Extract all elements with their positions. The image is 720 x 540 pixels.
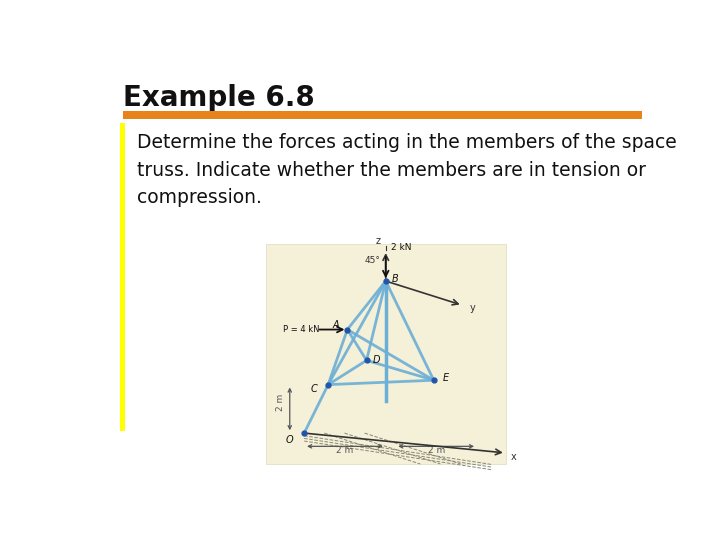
Text: 2 m: 2 m bbox=[428, 446, 445, 455]
Text: A: A bbox=[332, 320, 338, 330]
Text: Determine the forces acting in the members of the space
truss. Indicate whether : Determine the forces acting in the membe… bbox=[138, 133, 678, 207]
Text: 2 m: 2 m bbox=[276, 394, 284, 411]
Bar bbox=[124, 111, 642, 119]
Bar bbox=[266, 244, 505, 464]
Bar bbox=[120, 123, 125, 431]
Text: 2 m: 2 m bbox=[336, 446, 354, 455]
Text: E: E bbox=[443, 373, 449, 383]
Text: O: O bbox=[286, 435, 294, 445]
Text: B: B bbox=[392, 274, 399, 284]
Text: 2 kN: 2 kN bbox=[392, 243, 412, 252]
Text: P = 4 kN: P = 4 kN bbox=[283, 325, 320, 334]
Text: z: z bbox=[376, 236, 381, 246]
Text: D: D bbox=[372, 355, 380, 366]
Text: y: y bbox=[469, 302, 475, 313]
Text: x: x bbox=[510, 453, 516, 462]
Text: C: C bbox=[310, 384, 317, 394]
Text: Example 6.8: Example 6.8 bbox=[124, 84, 315, 112]
Text: 45°: 45° bbox=[364, 256, 380, 266]
